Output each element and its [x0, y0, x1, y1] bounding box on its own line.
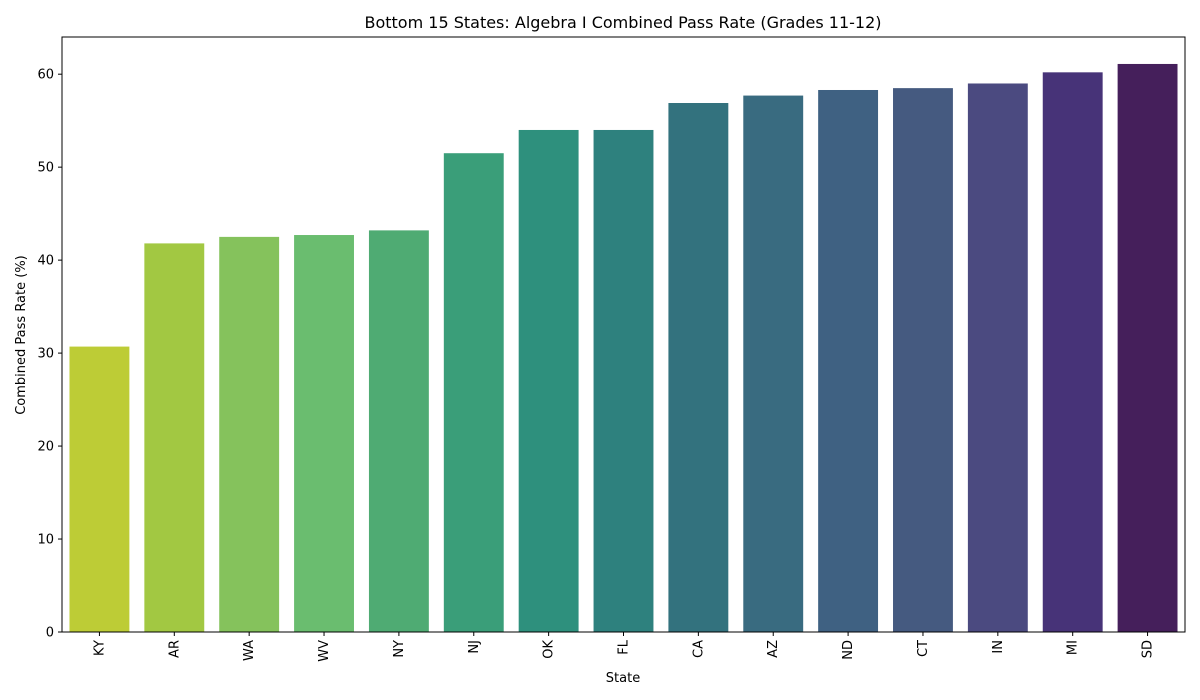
y-axis-label: Combined Pass Rate (%) [14, 255, 29, 415]
bar-wv [294, 235, 354, 632]
bars-group [69, 63, 1178, 632]
x-tick-label: WV [317, 640, 332, 662]
y-tick-label: 40 [37, 254, 54, 269]
y-tick-label: 0 [46, 626, 54, 641]
bar-az [743, 95, 804, 632]
x-tick-label: CT [916, 640, 931, 657]
bar-ar [144, 243, 205, 632]
x-tick-label: AR [167, 640, 182, 658]
x-tick-label: KY [92, 640, 107, 656]
bar-ca [668, 103, 729, 632]
y-tick-label: 50 [37, 161, 54, 176]
y-tick-label: 60 [37, 68, 54, 83]
x-tick-label: NJ [467, 640, 482, 654]
x-tick-label: ND [841, 640, 856, 660]
x-tick-label: MI [1066, 640, 1081, 655]
bar-in [967, 83, 1028, 632]
bar-fl [593, 129, 654, 632]
y-tick-label: 20 [37, 440, 54, 455]
bar-nj [443, 153, 504, 632]
bar-ok [518, 129, 579, 632]
x-tick-label: IN [991, 640, 1006, 654]
y-tick-label: 10 [37, 533, 54, 548]
x-tick-label: AZ [766, 640, 781, 658]
y-tick-label: 30 [37, 347, 54, 362]
chart-title: Bottom 15 States: Algebra I Combined Pas… [364, 13, 881, 32]
x-tick-label: WA [242, 640, 257, 661]
x-tick-label: FL [617, 639, 632, 654]
bar-ct [893, 88, 953, 632]
x-axis-ticks: KY AR WA WV NY NJ OK FL CA AZ ND CT IN MI SD [92, 632, 1156, 662]
x-tick-label: NY [392, 640, 407, 658]
bar-ny [368, 230, 429, 632]
bar-sd [1117, 63, 1178, 632]
x-axis-label: State [606, 671, 640, 686]
bar-nd [818, 89, 879, 632]
y-axis-ticks: 0 10 20 30 40 50 60 [37, 68, 62, 641]
bar-mi [1042, 72, 1103, 632]
bar-wa [219, 236, 280, 632]
x-tick-label: CA [691, 640, 706, 658]
x-tick-label: SD [1141, 640, 1156, 658]
plot-area: 0 10 20 30 40 50 60 KY AR WA WV NY NJ OK FL CA AZ ND CT IN… [37, 36, 1186, 662]
x-tick-label: OK [542, 640, 557, 659]
bar-ky [69, 346, 130, 632]
